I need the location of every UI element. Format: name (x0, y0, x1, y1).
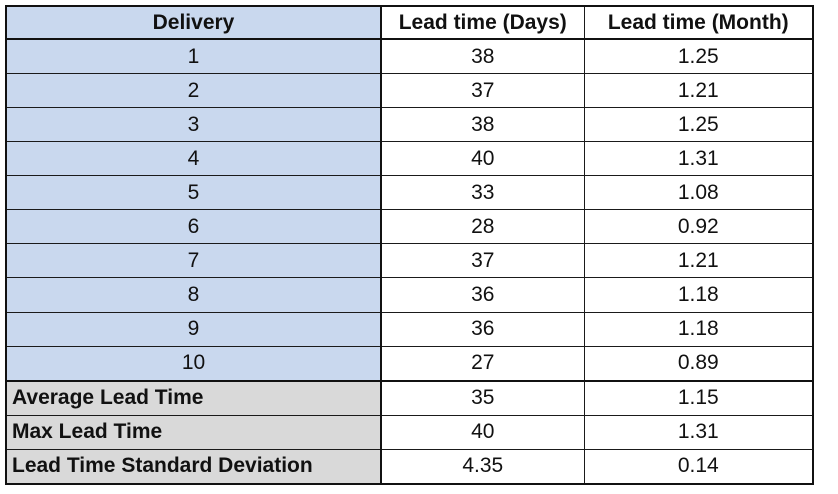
lead-time-month-cell[interactable]: 1.18 (583, 311, 814, 347)
table-row: 7 37 1.21 (5, 243, 814, 279)
lead-time-days-cell[interactable]: 38 (380, 107, 585, 143)
summary-month-cell[interactable]: 1.31 (583, 414, 814, 450)
lead-time-month-cell[interactable]: 0.89 (583, 345, 814, 382)
table-row: 9 36 1.18 (5, 311, 814, 347)
table-row: 2 37 1.21 (5, 73, 814, 109)
summary-label[interactable]: Max Lead Time (5, 414, 382, 450)
delivery-cell[interactable]: 2 (5, 73, 382, 109)
delivery-cell[interactable]: 8 (5, 277, 382, 313)
summary-days-cell[interactable]: 35 (380, 379, 585, 416)
summary-days-cell[interactable]: 4.35 (380, 448, 585, 485)
summary-row-max: Max Lead Time 40 1.31 (5, 414, 814, 450)
delivery-cell[interactable]: 3 (5, 107, 382, 143)
summary-row-average: Average Lead Time 35 1.15 (5, 379, 814, 416)
table-row: 3 38 1.25 (5, 107, 814, 143)
lead-time-days-cell[interactable]: 37 (380, 73, 585, 109)
summary-row-std-dev: Lead Time Standard Deviation 4.35 0.14 (5, 448, 814, 485)
header-row: Delivery Lead time (Days) Lead time (Mon… (5, 5, 814, 40)
table-row: 4 40 1.31 (5, 141, 814, 177)
lead-time-days-cell[interactable]: 37 (380, 243, 585, 279)
table-row: 8 36 1.18 (5, 277, 814, 313)
delivery-cell[interactable]: 4 (5, 141, 382, 177)
summary-label[interactable]: Lead Time Standard Deviation (5, 448, 382, 485)
lead-time-month-cell[interactable]: 1.18 (583, 277, 814, 313)
lead-time-month-cell[interactable]: 1.21 (583, 243, 814, 279)
lead-time-month-cell[interactable]: 1.31 (583, 141, 814, 177)
lead-time-month-cell[interactable]: 1.25 (583, 38, 814, 75)
table-row: 6 28 0.92 (5, 209, 814, 245)
lead-time-days-cell[interactable]: 38 (380, 38, 585, 75)
lead-time-days-cell[interactable]: 28 (380, 209, 585, 245)
delivery-cell[interactable]: 7 (5, 243, 382, 279)
delivery-cell[interactable]: 6 (5, 209, 382, 245)
lead-time-month-cell[interactable]: 1.25 (583, 107, 814, 143)
lead-time-month-cell[interactable]: 1.21 (583, 73, 814, 109)
header-lead-time-days[interactable]: Lead time (Days) (380, 5, 585, 40)
summary-month-cell[interactable]: 1.15 (583, 379, 814, 416)
table-row: 1 38 1.25 (5, 38, 814, 75)
delivery-cell[interactable]: 10 (5, 345, 382, 382)
header-delivery[interactable]: Delivery (5, 5, 382, 40)
delivery-cell[interactable]: 1 (5, 38, 382, 75)
lead-time-month-cell[interactable]: 0.92 (583, 209, 814, 245)
lead-time-days-cell[interactable]: 33 (380, 175, 585, 211)
lead-time-month-cell[interactable]: 1.08 (583, 175, 814, 211)
lead-time-days-cell[interactable]: 36 (380, 311, 585, 347)
lead-time-table: Delivery Lead time (Days) Lead time (Mon… (5, 5, 814, 485)
table-row: 5 33 1.08 (5, 175, 814, 211)
lead-time-days-cell[interactable]: 36 (380, 277, 585, 313)
table-row: 10 27 0.89 (5, 345, 814, 382)
delivery-cell[interactable]: 5 (5, 175, 382, 211)
summary-month-cell[interactable]: 0.14 (583, 448, 814, 485)
lead-time-days-cell[interactable]: 40 (380, 141, 585, 177)
lead-time-days-cell[interactable]: 27 (380, 345, 585, 382)
summary-label[interactable]: Average Lead Time (5, 379, 382, 416)
summary-days-cell[interactable]: 40 (380, 414, 585, 450)
delivery-cell[interactable]: 9 (5, 311, 382, 347)
header-lead-time-month[interactable]: Lead time (Month) (583, 5, 814, 40)
